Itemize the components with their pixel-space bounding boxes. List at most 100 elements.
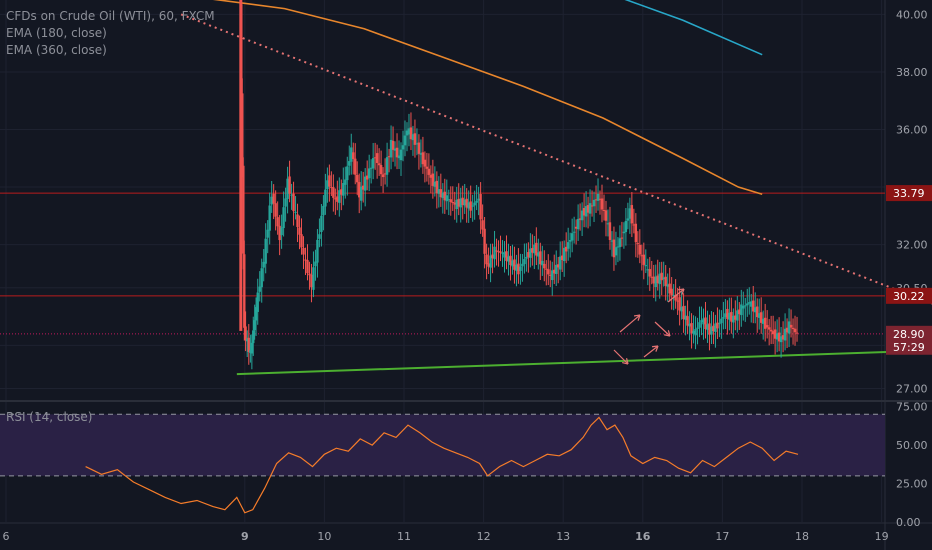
candle-body [417,142,421,154]
price-tag [886,338,932,355]
candle-body [763,317,767,329]
candle-body [588,203,592,214]
candle-body [519,266,522,271]
candle-body [318,234,321,239]
candle-body [445,195,448,202]
candle-body [656,275,659,284]
time-axis[interactable]: 691011121316171819202 [3,530,932,543]
chart-legend: CFDs on Crude Oil (WTI), 60, FXCM EMA (1… [6,8,215,59]
candle-body [421,152,425,165]
candle-body [547,269,550,275]
candle-body [467,202,470,209]
candle-body [748,302,751,304]
candle-body [252,330,255,344]
candle-body [441,192,445,199]
candle-body [247,337,250,352]
candle-body [242,165,245,254]
candle-body [489,255,492,268]
candle-body [718,323,721,325]
candle-body [475,200,478,203]
candle-body [716,322,719,329]
candle-body [308,273,311,276]
candle-body [505,251,508,261]
ema-lines [212,0,763,196]
candle-body [306,260,309,274]
time-tick-label: 13 [556,530,570,543]
candle-body [543,263,546,269]
candle-body [680,306,683,312]
price-axis[interactable]: 40.0038.0036.0032.0030.5028.6027.0033.79… [886,8,932,529]
candle-body [608,222,612,240]
ema-360-label: EMA (360, close) [6,43,107,57]
candle-body [779,336,783,343]
candle-body [726,308,729,319]
candle-body [493,246,496,260]
candle-body [413,133,417,145]
candle-body [377,163,381,166]
candle-body [282,207,285,229]
rsi-line [85,416,799,514]
candle-body [674,294,677,301]
candle-body [507,256,510,262]
candle-body [511,260,514,267]
candle-body [338,190,341,203]
candle-body [340,189,343,195]
candle-body [447,199,450,201]
rsi-pane[interactable] [0,413,885,514]
candle-body [397,155,401,159]
candle-body [614,247,618,256]
candle-body [592,199,596,207]
candle-body [590,205,594,207]
candle-body [578,218,582,220]
candle-body [312,267,315,290]
projection-arrow [654,321,671,337]
candle-body [773,329,777,339]
candle-body [272,193,275,204]
candle-body [537,252,540,257]
projection-arrows [613,288,685,365]
candle-body [791,327,795,330]
candle-body [477,198,480,201]
candle-body [650,276,653,278]
candle-body [280,227,283,236]
candle-body [302,247,305,255]
candle-body [612,239,616,258]
candle-body [570,233,574,241]
candle-body [298,227,301,235]
candle-body [239,0,243,331]
candle-body [497,251,500,253]
candle-body [334,198,337,200]
candle-body [499,251,502,253]
price-tick-label: 36.00 [896,123,928,136]
candle-body [756,306,759,318]
candle-body [244,326,247,341]
candle-body [634,223,638,243]
candle-body [642,254,645,265]
candle-body [648,269,651,277]
candle-body [696,327,699,329]
symbol-title: CFDs on Crude Oil (WTI), 60, FXCM [6,9,215,23]
candle-body [582,208,586,216]
projection-arrow [613,349,629,365]
candle-body [292,193,295,212]
candle-body [443,191,446,201]
candle-body [451,202,454,204]
candle-body [455,199,458,210]
candle-body [760,312,763,323]
candle-body [765,325,769,328]
candle-body [457,198,460,207]
candle-body [296,214,299,227]
candle-body [254,307,258,321]
candle-body [767,327,771,330]
projection-arrow-head [667,330,671,337]
candle-body [405,130,409,136]
candle-body [539,251,542,265]
candle-body [264,238,267,264]
candle-body [744,305,747,307]
candle-body [381,174,385,178]
time-tick-label: 19 [875,530,889,543]
rsi-tick-label: 75.00 [896,401,928,414]
candle-body [682,305,685,320]
candle-body [610,240,614,242]
